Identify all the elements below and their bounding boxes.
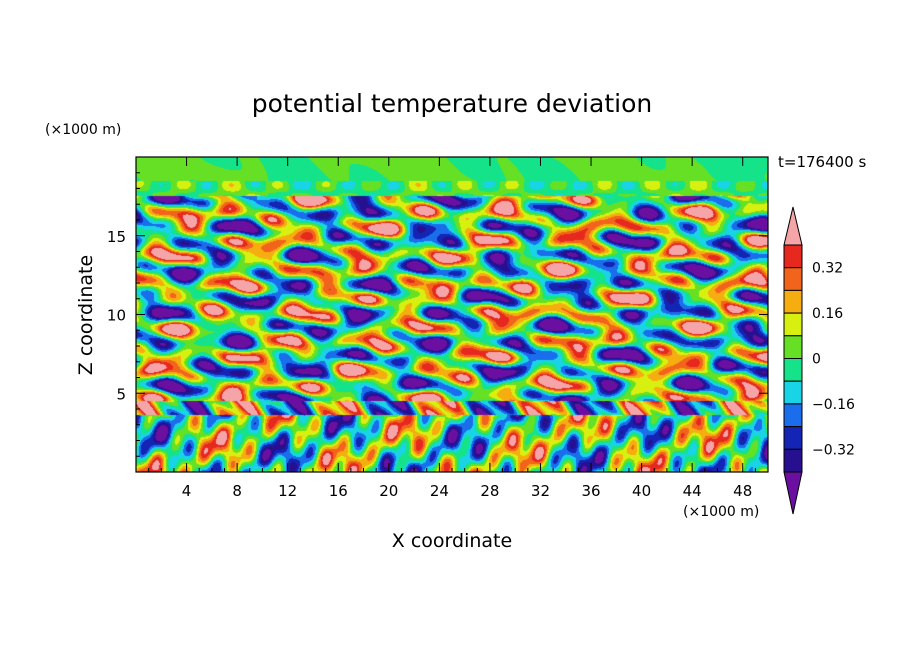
colorbar-box <box>783 448 803 473</box>
y-tick-label: 10 <box>107 307 126 325</box>
colorbar-box <box>783 426 803 450</box>
y-unit-label: (×1000 m) <box>45 122 121 138</box>
y-tick-label: 15 <box>107 228 126 246</box>
x-tick-label: 24 <box>430 482 449 500</box>
x-axis: 4 8 12 16 20 24 28 32 36 40 44 48 <box>148 157 756 500</box>
x-tick-label: 36 <box>581 482 600 500</box>
colorbar-label: 0 <box>812 352 821 368</box>
colorbar-box <box>783 380 803 405</box>
colorbar-extend-max <box>783 206 803 246</box>
y-axis-label: Z coordinate <box>75 255 97 375</box>
plot-area <box>135 156 769 473</box>
x-axis-label: X coordinate <box>392 530 512 552</box>
colorbar-box <box>783 289 803 314</box>
contour-field <box>136 157 768 472</box>
colorbar-box <box>783 267 803 291</box>
x-tick-label: 40 <box>632 482 651 500</box>
chart-title: potential temperature deviation <box>252 89 652 118</box>
x-tick-label: 44 <box>683 482 702 500</box>
colorbar-extend-min <box>783 471 803 515</box>
time-label: t=176400 s <box>778 153 866 171</box>
colorbar-box <box>783 358 803 382</box>
x-tick-label: 48 <box>733 482 752 500</box>
colorbar-box <box>783 312 803 337</box>
x-tick-label: 32 <box>531 482 550 500</box>
colorbar-label: 0.32 <box>812 261 843 277</box>
y-axis: 5 10 15 <box>107 172 768 457</box>
x-tick-label: 20 <box>379 482 398 500</box>
colorbar-label: 0.16 <box>812 306 843 322</box>
colorbar-label: −0.16 <box>812 397 855 413</box>
colorbar: 0.32 0.16 0 −0.16 −0.32 <box>783 206 855 515</box>
colorbar-box <box>783 403 803 428</box>
x-tick-label: 4 <box>182 482 192 500</box>
colorbar-box <box>783 335 803 359</box>
x-tick-label: 16 <box>329 482 348 500</box>
colorbar-label: −0.32 <box>812 442 855 458</box>
x-tick-label: 12 <box>278 482 297 500</box>
x-unit-label: (×1000 m) <box>683 504 759 520</box>
x-tick-label: 8 <box>232 482 242 500</box>
colorbar-box <box>783 244 803 269</box>
x-tick-label: 28 <box>480 482 499 500</box>
y-tick-label: 5 <box>116 385 126 403</box>
